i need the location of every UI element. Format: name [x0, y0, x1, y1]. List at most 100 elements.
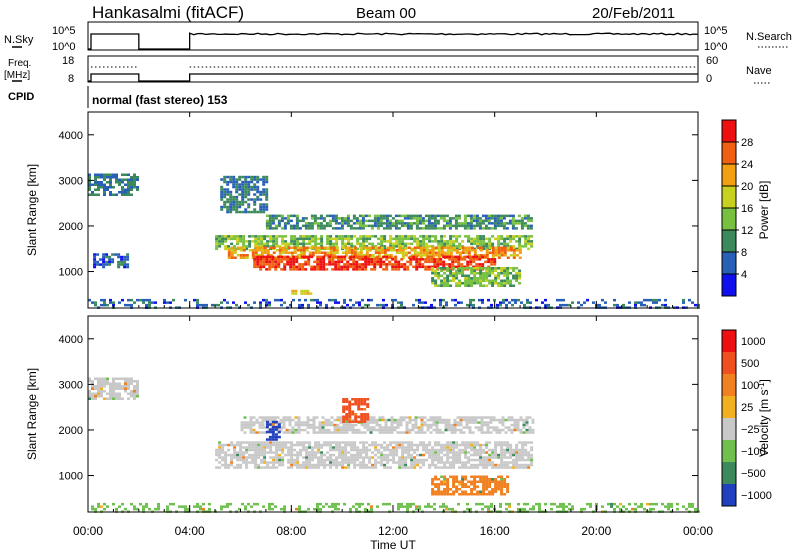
velocity-cell	[130, 377, 133, 380]
power-cell	[392, 247, 396, 251]
velocity-cell	[260, 448, 264, 452]
velocity-cell	[278, 446, 282, 449]
power-cell	[443, 267, 447, 270]
power-cell	[109, 178, 112, 181]
velocity-cell	[239, 441, 243, 444]
power-cell	[358, 224, 362, 228]
velocity-cell	[268, 435, 272, 439]
velocity-cell	[475, 502, 478, 506]
velocity-cell	[372, 416, 376, 419]
power-cell	[461, 246, 465, 249]
velocity-cell	[353, 441, 357, 444]
velocity-cell	[366, 413, 370, 416]
power-cell	[355, 217, 359, 220]
power-cell	[220, 193, 224, 196]
colorbar-tick-label: −25	[741, 424, 760, 436]
power-cell	[233, 245, 237, 248]
power-cell	[491, 256, 495, 259]
power-cell	[105, 253, 109, 256]
velocity-cell	[305, 453, 309, 457]
velocity-cell	[478, 502, 481, 506]
power-cell	[241, 190, 245, 194]
velocity-cell	[329, 443, 333, 447]
velocity-cell	[215, 458, 219, 462]
velocity-cell	[353, 443, 357, 447]
power-cell	[250, 210, 254, 214]
power-cell	[275, 249, 279, 252]
power-cell	[340, 217, 344, 220]
velocity-cell	[516, 421, 520, 424]
velocity-cell	[348, 418, 352, 421]
power-cell	[313, 298, 316, 302]
power-cell	[442, 255, 446, 259]
power-cell	[356, 247, 360, 251]
velocity-cell	[664, 505, 667, 508]
velocity-cell	[461, 480, 465, 483]
power-cell	[412, 255, 416, 259]
velocity-cell	[389, 453, 393, 457]
power-cell	[94, 301, 97, 304]
power-cell	[88, 298, 91, 302]
power-cell	[299, 251, 303, 254]
power-cell	[470, 267, 474, 270]
velocity-cell	[527, 456, 531, 459]
power-cell	[386, 254, 390, 257]
velocity-cell	[445, 505, 448, 508]
power-cell	[235, 303, 238, 307]
power-cell	[398, 251, 402, 254]
power-cell	[268, 265, 272, 269]
velocity-cell	[227, 448, 231, 452]
power-cell	[568, 303, 571, 307]
power-cell	[515, 235, 519, 238]
power-cell	[454, 255, 458, 259]
power-cell	[277, 224, 281, 228]
power-cell	[248, 249, 252, 252]
power-cell	[509, 246, 513, 249]
power-cell	[220, 301, 223, 304]
velocity-cell	[320, 453, 324, 457]
power-cell	[443, 245, 447, 248]
power-cell	[239, 254, 243, 257]
velocity-cell	[302, 446, 306, 449]
power-cell	[256, 178, 260, 181]
power-cell	[299, 249, 303, 252]
power-cell	[361, 214, 365, 218]
velocity-cell	[482, 475, 486, 478]
power-cell	[289, 219, 293, 223]
power-cell	[105, 263, 109, 266]
power-cell	[404, 235, 408, 238]
velocity-cell	[348, 428, 352, 432]
velocity-cell	[369, 431, 373, 434]
power-cell	[271, 260, 275, 264]
velocity-cell	[506, 456, 510, 459]
velocity-cell	[434, 490, 438, 493]
power-cell	[244, 188, 248, 191]
velocity-cell	[470, 475, 474, 478]
power-cell	[257, 242, 261, 246]
power-cell	[268, 224, 272, 228]
power-cell	[227, 245, 231, 248]
velocity-cell	[258, 416, 262, 419]
velocity-cell	[462, 431, 466, 434]
power-cell	[413, 246, 417, 249]
velocity-cell	[112, 390, 115, 393]
velocity-cell	[431, 461, 435, 464]
power-cell	[434, 254, 438, 257]
power-cell	[461, 269, 465, 272]
power-cell	[295, 214, 299, 218]
power-cell	[431, 254, 435, 257]
velocity-cell	[470, 490, 474, 493]
velocity-cell	[245, 446, 249, 449]
velocity-cell	[530, 448, 534, 452]
velocity-cell	[345, 418, 349, 421]
velocity-cell	[317, 466, 321, 469]
velocity-cell	[492, 418, 496, 422]
power-cell	[433, 260, 437, 264]
power-cell	[111, 260, 115, 264]
power-cell	[479, 269, 483, 272]
power-cell	[316, 260, 320, 264]
velocity-cell	[94, 392, 97, 395]
velocity-cell	[461, 485, 465, 488]
power-cell	[481, 227, 485, 230]
velocity-cell	[395, 453, 399, 457]
